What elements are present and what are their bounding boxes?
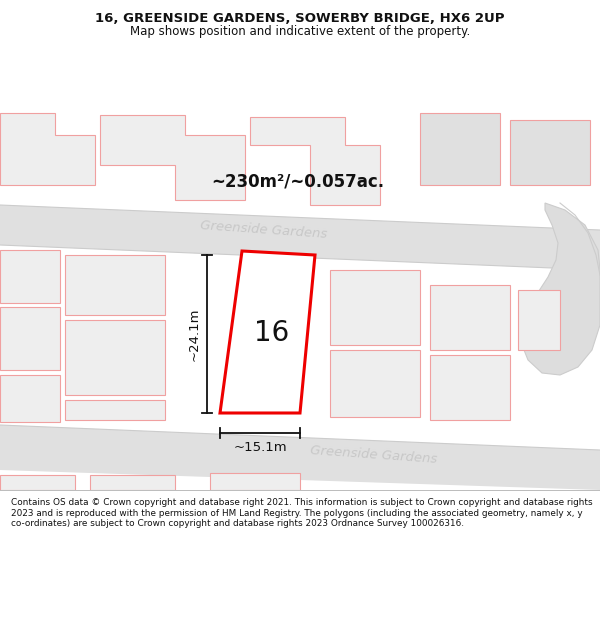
Polygon shape xyxy=(518,290,560,350)
Polygon shape xyxy=(0,307,60,370)
Polygon shape xyxy=(65,400,165,420)
Polygon shape xyxy=(100,115,245,200)
Polygon shape xyxy=(65,320,165,395)
Polygon shape xyxy=(0,375,60,422)
Polygon shape xyxy=(0,113,95,185)
Text: Greenside Gardens: Greenside Gardens xyxy=(200,219,328,241)
Text: ~230m²/~0.057ac.: ~230m²/~0.057ac. xyxy=(211,173,385,191)
Polygon shape xyxy=(65,255,165,315)
Text: 16, GREENSIDE GARDENS, SOWERBY BRIDGE, HX6 2UP: 16, GREENSIDE GARDENS, SOWERBY BRIDGE, H… xyxy=(95,12,505,25)
Polygon shape xyxy=(520,203,600,375)
Text: Map shows position and indicative extent of the property.: Map shows position and indicative extent… xyxy=(130,26,470,39)
Polygon shape xyxy=(330,270,420,345)
Polygon shape xyxy=(0,250,60,303)
Text: 16: 16 xyxy=(254,319,290,347)
Polygon shape xyxy=(510,120,590,185)
Polygon shape xyxy=(330,350,420,417)
Text: Greenside Gardens: Greenside Gardens xyxy=(310,444,438,466)
Polygon shape xyxy=(0,205,600,270)
Text: ~24.1m: ~24.1m xyxy=(188,308,201,361)
Polygon shape xyxy=(90,475,175,490)
Polygon shape xyxy=(0,425,600,490)
Text: ~15.1m: ~15.1m xyxy=(233,441,287,454)
Polygon shape xyxy=(430,355,510,420)
Polygon shape xyxy=(0,475,75,490)
Polygon shape xyxy=(250,117,380,205)
Polygon shape xyxy=(210,473,300,490)
Polygon shape xyxy=(430,285,510,350)
Polygon shape xyxy=(420,113,500,185)
Polygon shape xyxy=(220,251,315,413)
Text: Contains OS data © Crown copyright and database right 2021. This information is : Contains OS data © Crown copyright and d… xyxy=(11,498,592,528)
